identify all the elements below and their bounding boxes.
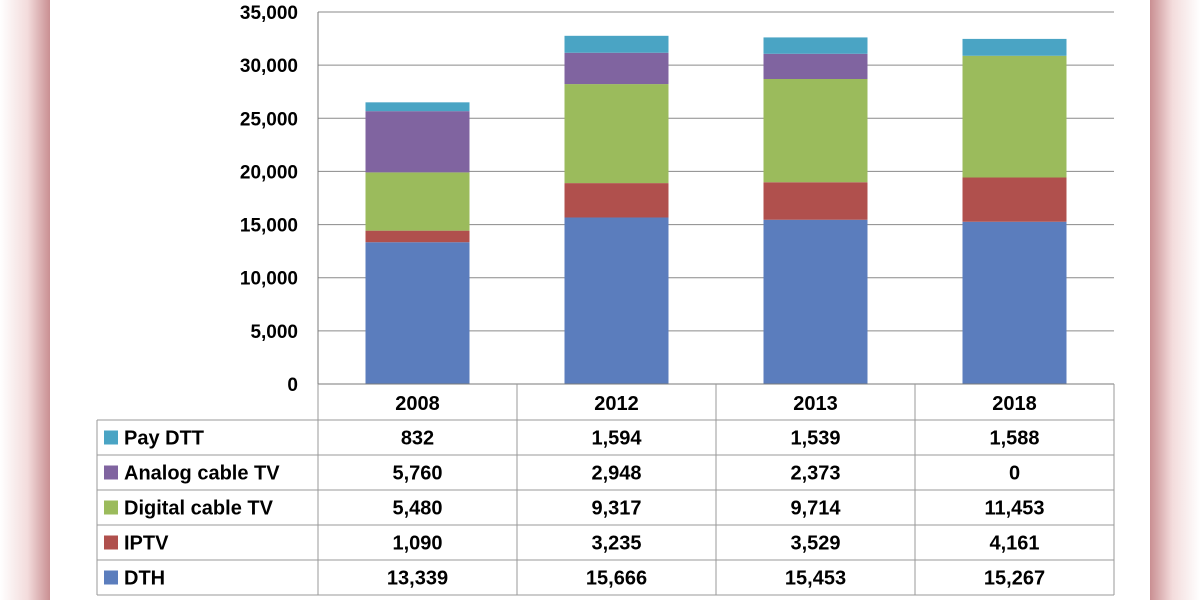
bar-segment: [763, 79, 868, 183]
series-label: Analog cable TV: [124, 463, 280, 485]
data-label: 9,714: [790, 498, 841, 520]
data-label: 2,948: [591, 463, 641, 485]
data-label: 1,090: [392, 533, 442, 555]
data-label: 1,588: [989, 428, 1039, 450]
data-label: 9,317: [591, 498, 641, 520]
legend-key: [104, 535, 118, 550]
y-tick-label: 20,000: [240, 162, 298, 183]
bar-segment: [962, 221, 1067, 384]
series-label: IPTV: [124, 533, 169, 555]
data-label: 4,161: [989, 533, 1039, 555]
data-label: 11,453: [984, 498, 1044, 520]
data-label: 3,529: [790, 533, 840, 555]
data-label: 2,373: [790, 463, 840, 485]
bar-segment: [763, 182, 868, 220]
left-frame-border: [0, 0, 50, 600]
right-frame-border: [1150, 0, 1200, 600]
bar-segment: [962, 177, 1067, 222]
bar-segment: [564, 35, 669, 53]
series-label: Pay DTT: [124, 428, 204, 450]
bar-segment: [962, 38, 1067, 56]
bar-segment: [763, 219, 868, 384]
series-label: Digital cable TV: [124, 498, 274, 520]
y-tick-label: 0: [287, 375, 298, 396]
bar-segment: [564, 84, 669, 184]
legend-key: [104, 430, 118, 445]
data-table: 2008 2012 2013 2018 Pay DTT 832 1,594 1,539 1,58…: [96, 384, 1115, 596]
legend-key: [104, 570, 118, 585]
data-label: 1,539: [790, 428, 840, 450]
data-label: 15,267: [984, 568, 1045, 590]
bar-segment: [564, 52, 669, 85]
bar-segment: [763, 37, 868, 54]
bar-segment: [564, 217, 669, 384]
data-label: 5,760: [392, 463, 442, 485]
x-category-label: 2018: [992, 393, 1037, 415]
bar-segment: [962, 55, 1067, 178]
bar-segment: [365, 172, 470, 231]
data-label: 832: [401, 428, 434, 450]
bars: [365, 35, 1067, 384]
legend-key: [104, 465, 118, 480]
bar-segment: [763, 53, 868, 80]
x-category-label: 2008: [395, 393, 440, 415]
data-label: 13,339: [387, 568, 448, 590]
x-category-label: 2013: [793, 393, 838, 415]
y-tick-label: 15,000: [240, 216, 298, 237]
y-tick-label: 30,000: [240, 56, 298, 77]
bar-segment: [564, 183, 669, 218]
y-tick-label: 10,000: [240, 269, 298, 290]
bar-segment: [365, 242, 470, 384]
bar-segment: [365, 111, 470, 173]
data-label: 0: [1009, 463, 1020, 485]
data-label: 1,594: [591, 428, 642, 450]
x-category-label: 2012: [594, 393, 639, 415]
data-label: 15,453: [785, 568, 846, 590]
legend-key: [104, 500, 118, 515]
data-label: 15,666: [586, 568, 647, 590]
series-label: DTH: [124, 568, 165, 590]
y-tick-label: 35,000: [240, 3, 298, 24]
y-tick-label: 25,000: [240, 109, 298, 130]
data-label: 3,235: [591, 533, 641, 555]
y-axis-ticks: 0 5,000 10,000 15,000 20,000 25,000 30,000 35,0…: [240, 3, 298, 396]
bar-segment: [365, 102, 470, 112]
y-tick-label: 5,000: [250, 322, 298, 343]
bar-segment: [365, 230, 470, 243]
data-label: 5,480: [392, 498, 442, 520]
